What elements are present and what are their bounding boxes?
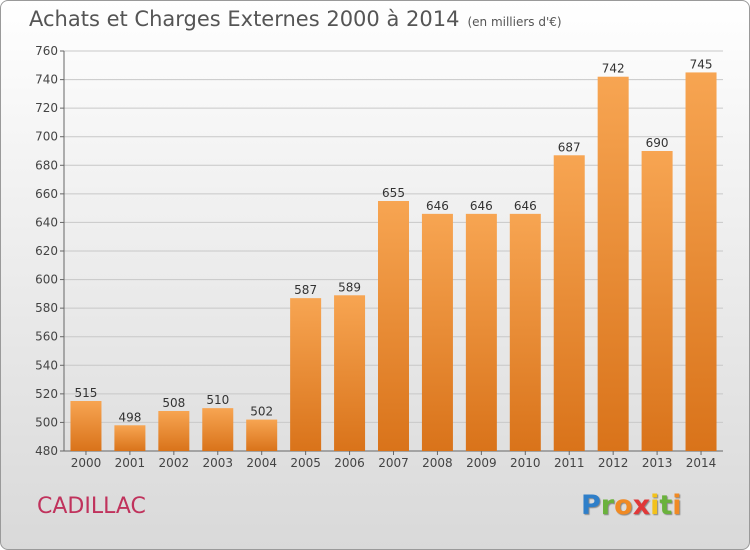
bar-2011 — [553, 155, 585, 452]
y-tick-label: 640 — [35, 215, 58, 229]
bar-2007 — [378, 201, 409, 451]
data-label-2014: 745 — [690, 57, 713, 71]
y-tick-label: 740 — [35, 73, 58, 87]
x-tick-label-2003: 2003 — [202, 456, 233, 470]
x-tick-label-2001: 2001 — [115, 456, 146, 470]
y-tick-label: 660 — [35, 187, 58, 201]
data-label-2008: 646 — [426, 199, 449, 213]
bar-2009 — [465, 213, 497, 451]
x-tick-label-2014: 2014 — [686, 456, 717, 470]
commune-name: CADILLAC — [37, 494, 146, 519]
y-tick-label: 680 — [35, 158, 58, 172]
bar-2000 — [70, 401, 102, 451]
data-label-2009: 646 — [470, 199, 493, 213]
data-label-2006: 589 — [338, 280, 361, 294]
y-tick-label: 540 — [35, 358, 58, 372]
chart-title-text: Achats et Charges Externes 2000 à 2014 — [29, 7, 460, 31]
data-label-2005: 587 — [294, 283, 317, 297]
proxiti-logo: Proxiti — [581, 490, 682, 521]
y-tick-label: 480 — [35, 444, 58, 458]
data-label-2010: 646 — [514, 199, 537, 213]
y-tick-label: 600 — [35, 273, 58, 287]
data-label-2004: 502 — [250, 405, 273, 419]
bar-2008 — [421, 213, 453, 451]
y-tick-label: 580 — [35, 301, 58, 315]
x-tick-label-2000: 2000 — [71, 456, 102, 470]
x-tick-label-2005: 2005 — [290, 456, 321, 470]
x-tick-label-2002: 2002 — [159, 456, 190, 470]
data-label-2007: 655 — [382, 186, 405, 200]
y-tick-label: 560 — [35, 330, 58, 344]
bar-2006 — [334, 295, 366, 451]
bar-2013 — [641, 151, 673, 451]
bar-2014 — [685, 72, 717, 451]
y-tick-label: 700 — [35, 130, 58, 144]
y-tick-label: 720 — [35, 101, 58, 115]
chart-unit: (en milliers d'€) — [467, 15, 562, 29]
x-tick-label-2008: 2008 — [422, 456, 453, 470]
x-tick-label-2009: 2009 — [466, 456, 497, 470]
bar-2003 — [202, 408, 234, 451]
data-label-2013: 690 — [646, 136, 669, 150]
bar-2012 — [597, 76, 629, 451]
bar-2002 — [158, 411, 190, 451]
data-label-2002: 508 — [162, 396, 185, 410]
x-tick-label-2006: 2006 — [334, 456, 365, 470]
y-tick-label: 760 — [35, 44, 58, 58]
x-tick-label-2010: 2010 — [510, 456, 541, 470]
bar-2005 — [290, 298, 322, 451]
y-tick-label: 620 — [35, 244, 58, 258]
data-label-2012: 742 — [602, 62, 625, 76]
bar-2010 — [509, 213, 541, 451]
data-label-2001: 498 — [118, 410, 141, 424]
bar-2004 — [246, 419, 278, 451]
x-tick-label-2004: 2004 — [246, 456, 277, 470]
x-tick-label-2012: 2012 — [598, 456, 629, 470]
x-tick-label-2007: 2007 — [378, 456, 409, 470]
data-label-2003: 510 — [206, 393, 229, 407]
y-tick-label: 520 — [35, 387, 58, 401]
data-label-2000: 515 — [75, 386, 98, 400]
y-tick-label: 500 — [35, 415, 58, 429]
bar-2001 — [114, 425, 146, 451]
x-tick-label-2013: 2013 — [642, 456, 673, 470]
data-label-2011: 687 — [558, 140, 581, 154]
x-tick-label-2011: 2011 — [554, 456, 585, 470]
chart-title: Achats et Charges Externes 2000 à 2014 (e… — [29, 7, 562, 31]
